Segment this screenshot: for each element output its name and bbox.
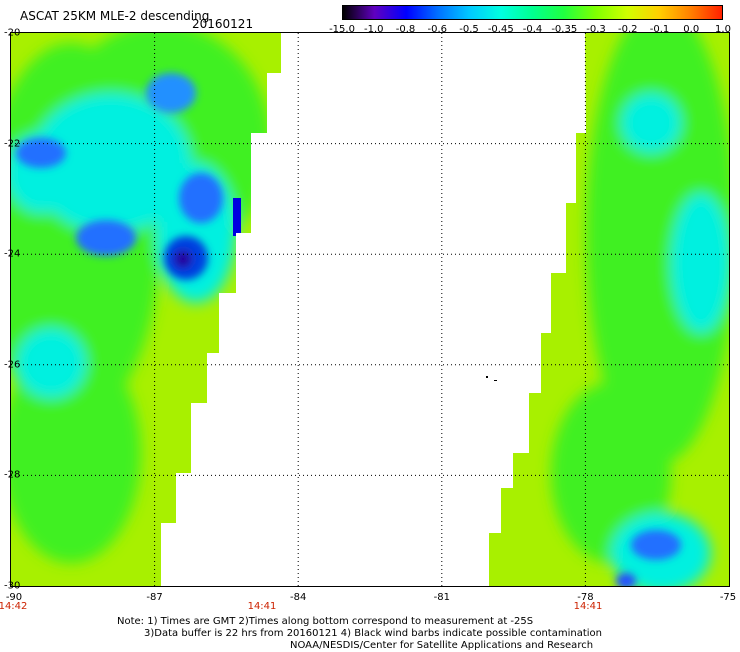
color-scale-tick-label: -0.45 [487,24,514,35]
color-scale-tick-label: -0.3 [586,24,606,35]
longitude-label: -75 [719,592,737,603]
latitude-label: -28 [4,469,21,481]
color-scale-tick-label: -0.6 [427,24,448,35]
color-scale-tick-label: -0.2 [617,24,638,35]
longitude-label: -81 [433,592,450,603]
latitude-label: -30 [4,580,21,592]
longitude-label: -87 [146,592,163,603]
wind-swath-map [11,33,729,586]
color-scale-bar [342,5,723,20]
color-scale-tick-label: -0.4 [522,24,543,35]
latitude-label: -24 [4,248,21,260]
latitude-label: -26 [4,359,21,371]
product-date: 20160121 [192,17,254,31]
note-line-3: NOAA/NESDIS/Center for Satellite Applica… [290,640,594,651]
color-scale-tick-label: -0.35 [551,24,578,35]
product-title: ASCAT 25KM MLE-2 descending [20,9,210,23]
right-swath [489,33,729,586]
left-swath [11,33,281,586]
color-scale-tick-label: -1.0 [363,24,384,35]
longitude-label: -90 [5,592,23,603]
note-line-1: Note: 1) Times are GMT 2)Times along bot… [117,616,534,627]
measurement-time-label: 14:41 [247,601,277,612]
longitude-label: -84 [290,592,307,603]
note-line-2: 3)Data buffer is 22 hrs from 20160121 4)… [144,628,602,639]
contamination-mark [486,376,488,378]
color-scale-tick-label: 0.0 [683,24,700,35]
color-scale-tick-label: -0.5 [459,24,479,35]
latitude-label: -22 [4,138,21,150]
color-scale-tick-label: 1.0 [715,24,731,35]
measurement-time-label: 14:41 [573,601,603,612]
color-scale-tick-label: -0.1 [649,24,670,35]
color-scale-tick-label: -0.8 [395,24,416,35]
color-scale-tick-label: -15.0 [329,24,355,35]
map-panel [10,32,730,587]
latitude-label: -20 [4,27,21,39]
contamination-mark [494,380,497,381]
longitude-label: -78 [577,592,594,603]
graticule [11,33,729,586]
measurement-time-label: 14:42 [0,601,28,612]
